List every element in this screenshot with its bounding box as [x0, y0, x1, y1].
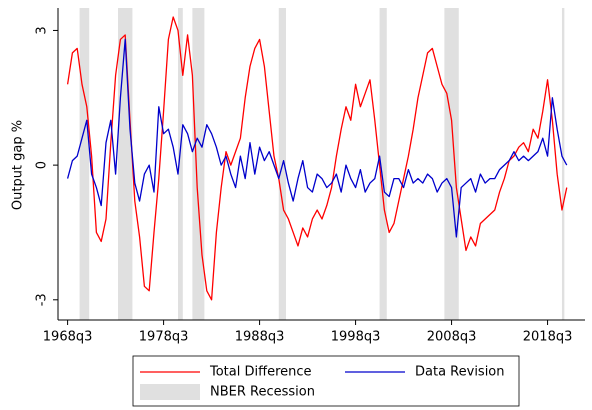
recession-band: [79, 8, 90, 320]
x-tick-label: 1968q3: [43, 330, 93, 345]
x-tick-label: 2008q3: [427, 330, 477, 345]
recession-band: [444, 8, 459, 320]
series-line: [66, 16, 568, 301]
y-tick-label: 0: [35, 161, 50, 169]
recession-band: [117, 8, 133, 320]
recession-band: [177, 8, 183, 320]
x-tick-label: 2018q3: [523, 330, 573, 345]
x-tick-label: 1998q3: [331, 330, 381, 345]
y-axis-label: Output gap %: [11, 120, 26, 210]
legend-label: NBER Recession: [210, 385, 315, 400]
recession-band: [192, 8, 205, 320]
recession-band: [561, 8, 565, 320]
y-tick-label: -3: [35, 293, 50, 306]
recession-band: [379, 8, 387, 320]
series-line: [66, 38, 568, 238]
y-tick-label: 3: [35, 26, 50, 34]
x-tick-label: 1988q3: [235, 330, 285, 345]
legend-swatch: [140, 384, 200, 400]
legend-label: Data Revision: [415, 365, 505, 380]
legend-label: Total Difference: [209, 365, 312, 380]
x-tick-label: 1978q3: [139, 330, 189, 345]
